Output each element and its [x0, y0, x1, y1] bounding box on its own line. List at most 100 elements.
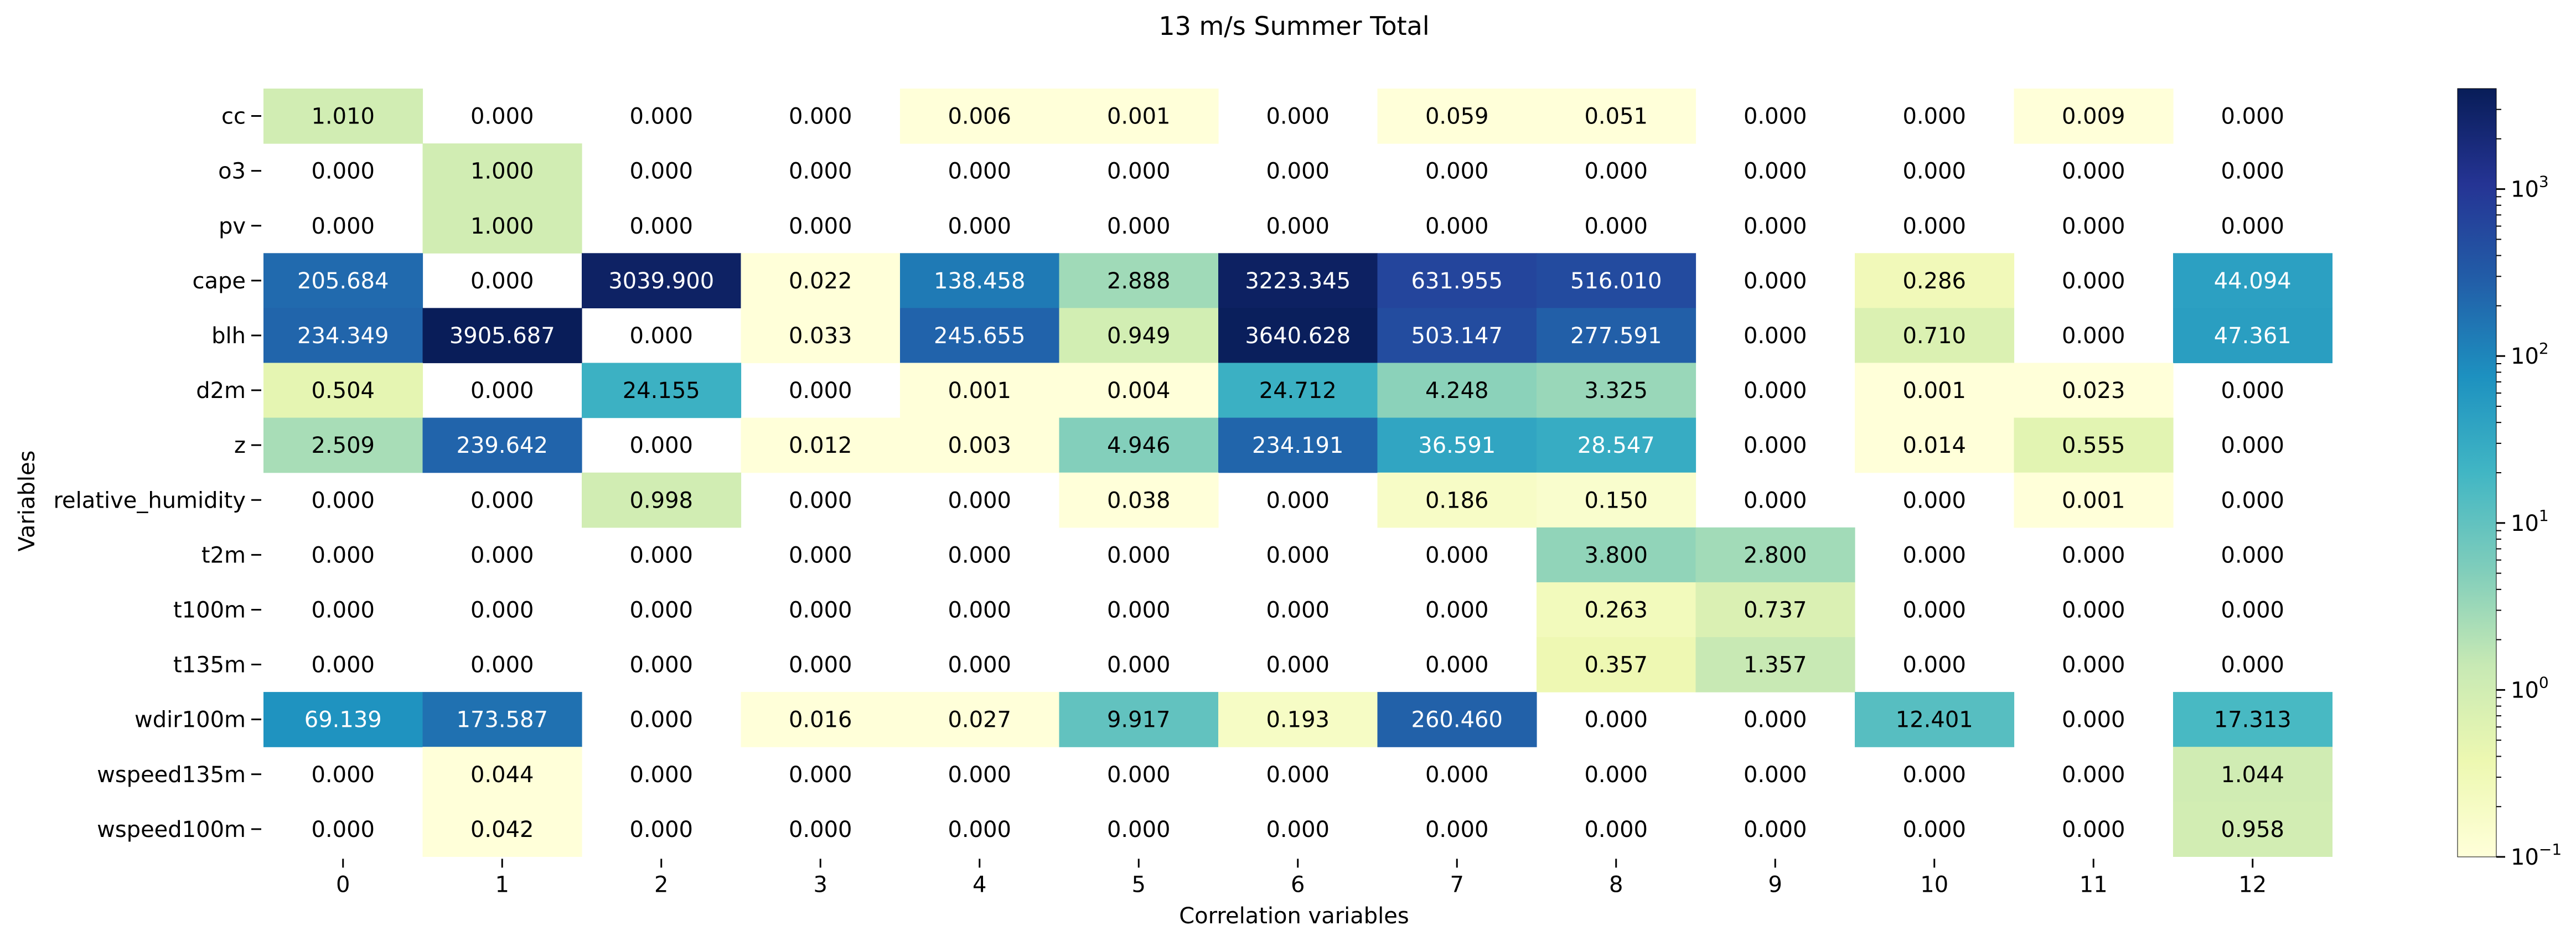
- cell-value-label: 0.193: [1266, 707, 1330, 733]
- cell-value-label: 205.684: [297, 268, 389, 294]
- heatmap-cell: [900, 363, 1060, 418]
- cell-value-label: 0.000: [1107, 542, 1171, 568]
- cell-value-label: 0.000: [2221, 597, 2284, 623]
- y-tick-label: cc: [221, 104, 246, 130]
- y-tick-label: d2m: [196, 378, 246, 404]
- cell-value-label: 0.042: [470, 817, 534, 842]
- cell-value-label: 0.000: [2221, 214, 2284, 239]
- cell-value-label: 0.000: [1744, 378, 1807, 404]
- heatmap-cell: [263, 89, 423, 144]
- cell-value-label: 0.000: [1902, 214, 1966, 239]
- heatmap-cell-labels: 1.010 0.000 0.000 0.000 0.006 0.001 0.000 0.059…: [297, 104, 2291, 842]
- cell-value-label: 0.000: [948, 597, 1011, 623]
- heatmap-cell: [422, 802, 582, 857]
- heatmap-cell: [1059, 417, 1219, 473]
- cell-value-label: 0.000: [1266, 488, 1330, 513]
- cell-value-label: 0.000: [2062, 268, 2125, 294]
- heatmap-cell: [1537, 89, 1696, 144]
- x-tick-label: 5: [1132, 872, 1146, 897]
- heatmap-cell: [1695, 582, 1855, 638]
- heatmap-cell: [1218, 692, 1378, 747]
- x-tick-label: 2: [654, 872, 668, 897]
- cell-value-label: 1.000: [470, 159, 534, 184]
- cell-value-label: 0.000: [629, 433, 693, 458]
- cell-value-label: 234.349: [297, 323, 389, 349]
- cell-value-label: 0.000: [1584, 159, 1648, 184]
- y-tick-label: t135m: [173, 653, 246, 678]
- heatmap-cell: [2173, 308, 2333, 364]
- cell-value-label: 0.710: [1902, 323, 1966, 349]
- cell-value-label: 0.000: [1902, 542, 1966, 568]
- cell-value-label: 0.000: [470, 653, 534, 678]
- heatmap-cell: [1218, 308, 1378, 364]
- cell-value-label: 36.591: [1418, 433, 1496, 458]
- cell-value-label: 0.000: [789, 817, 852, 842]
- cell-value-label: 0.000: [1744, 323, 1807, 349]
- y-tick-label: z: [234, 433, 246, 458]
- heatmap-cell: [1537, 527, 1696, 583]
- cell-value-label: 0.000: [311, 488, 375, 513]
- cell-value-label: 0.000: [1902, 653, 1966, 678]
- cell-value-label: 0.000: [1425, 653, 1489, 678]
- heatmap-cell: [1377, 417, 1537, 473]
- cell-value-label: 0.051: [1584, 104, 1648, 130]
- heatmap-cell: [263, 253, 423, 308]
- cell-value-label: 0.000: [1744, 488, 1807, 513]
- cell-value-label: 0.000: [1266, 159, 1330, 184]
- cell-value-label: 0.000: [1107, 653, 1171, 678]
- cell-value-label: 0.000: [470, 597, 534, 623]
- cell-value-label: 0.000: [1266, 597, 1330, 623]
- cell-value-label: 0.027: [948, 707, 1011, 733]
- heatmap-cell: [2173, 747, 2333, 802]
- cell-value-label: 0.033: [789, 323, 852, 349]
- x-tick-label: 11: [2080, 872, 2108, 897]
- y-tick-label: blh: [211, 323, 246, 349]
- x-tick-label: 9: [1768, 872, 1782, 897]
- cell-value-label: 0.014: [1902, 433, 1966, 458]
- cell-value-label: 0.001: [948, 378, 1011, 404]
- cell-value-label: 12.401: [1896, 707, 1973, 733]
- cell-value-label: 0.004: [1107, 378, 1171, 404]
- cell-value-label: 0.000: [629, 762, 693, 788]
- cell-value-label: 1.000: [470, 214, 534, 239]
- heatmap-cell: [582, 472, 742, 528]
- cell-value-label: 0.000: [311, 159, 375, 184]
- cell-value-label: 0.003: [948, 433, 1011, 458]
- cell-value-label: 0.000: [1744, 817, 1807, 842]
- colorbar: 10−1 100 101 102 103: [2457, 88, 2562, 870]
- cell-value-label: 0.000: [629, 214, 693, 239]
- cell-value-label: 0.000: [1107, 597, 1171, 623]
- cell-value-label: 0.000: [470, 488, 534, 513]
- cell-value-label: 2.888: [1107, 268, 1171, 294]
- heatmap-cell: [900, 692, 1060, 747]
- cell-value-label: 277.591: [1570, 323, 1662, 349]
- heatmap-cell: [1537, 637, 1696, 692]
- x-tick-label: 4: [973, 872, 986, 897]
- cell-value-label: 2.800: [1744, 542, 1807, 568]
- heatmap-cell: [2173, 802, 2333, 857]
- x-tick-label: 1: [495, 872, 509, 897]
- cell-value-label: 0.009: [2062, 104, 2125, 130]
- heatmap-cell: [1218, 253, 1378, 308]
- cell-value-label: 0.000: [2062, 214, 2125, 239]
- colorbar-tick-label: 100: [2511, 673, 2549, 703]
- cell-value-label: 245.655: [934, 323, 1025, 349]
- cell-value-label: 0.000: [629, 597, 693, 623]
- x-tick-label: 12: [2238, 872, 2267, 897]
- cell-value-label: 2.509: [311, 433, 375, 458]
- cell-value-label: 3039.900: [608, 268, 714, 294]
- cell-value-label: 0.000: [1584, 762, 1648, 788]
- cell-value-label: 0.000: [629, 159, 693, 184]
- heatmap-cell: [1537, 308, 1696, 364]
- heatmap-cell: [2014, 417, 2174, 473]
- heatmap-cell: [1855, 363, 2015, 418]
- x-tick-label: 8: [1609, 872, 1623, 897]
- heatmap-cell: [422, 143, 582, 199]
- cell-value-label: 0.000: [470, 268, 534, 294]
- cell-value-label: 0.000: [2221, 433, 2284, 458]
- x-tick-label: 7: [1450, 872, 1464, 897]
- heatmap-cell: [1537, 253, 1696, 308]
- heatmap-cell: [1537, 363, 1696, 418]
- cell-value-label: 0.000: [1902, 488, 1966, 513]
